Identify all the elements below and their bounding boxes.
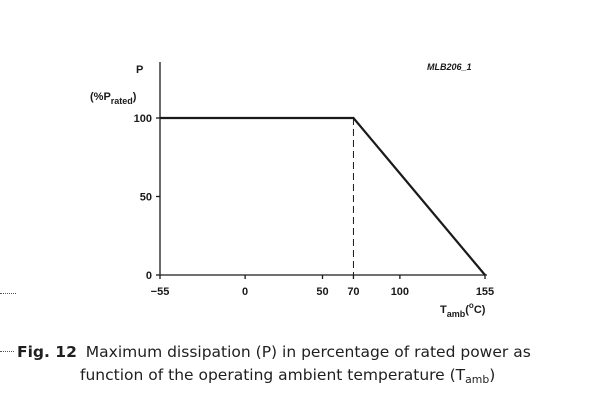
derating-chart: 0 50 100 −55 0 50 70 100 155 P (%Prated) Tamb(oC… <box>90 62 495 319</box>
plot-marks <box>159 116 486 276</box>
data-point <box>352 117 355 119</box>
caption-line-2: function of the operating ambient temper… <box>80 366 496 386</box>
caption-line-1-text: Maximum dissipation (P) in percentage of… <box>85 343 531 361</box>
left-dotted-rule <box>0 293 16 294</box>
x-tick-label: 100 <box>391 286 409 298</box>
x-tick-label: 0 <box>242 286 248 298</box>
y-tick-label: 0 <box>146 270 152 282</box>
x-tick-label: 155 <box>476 286 494 298</box>
figure-caption: Fig. 12 Maximum dissipation (P) in perce… <box>17 341 600 391</box>
axes <box>156 62 487 279</box>
caption-line-1: Fig. 12 Maximum dissipation (P) in perce… <box>17 343 531 361</box>
data-point <box>159 117 161 119</box>
y-axis-label-unit: (%Prated) <box>90 91 137 106</box>
x-tick-label: 50 <box>316 286 328 298</box>
x-tick-label: 70 <box>347 286 359 298</box>
x-axis-label: Tamb(oC) <box>440 301 486 319</box>
y-axis-label-p: P <box>136 64 143 76</box>
caption-figure-label: Fig. 12 <box>17 343 77 361</box>
data-point <box>484 274 486 276</box>
x-tick-label: −55 <box>151 286 170 298</box>
y-tick-label: 50 <box>140 192 152 204</box>
derating-curve <box>160 116 486 276</box>
y-tick-label: 100 <box>134 113 152 125</box>
figure-reference-code: MLB206_1 <box>427 62 472 72</box>
tick-labels: 0 50 100 −55 0 50 70 100 155 <box>134 113 495 298</box>
caption-dotted-rule <box>0 351 14 352</box>
